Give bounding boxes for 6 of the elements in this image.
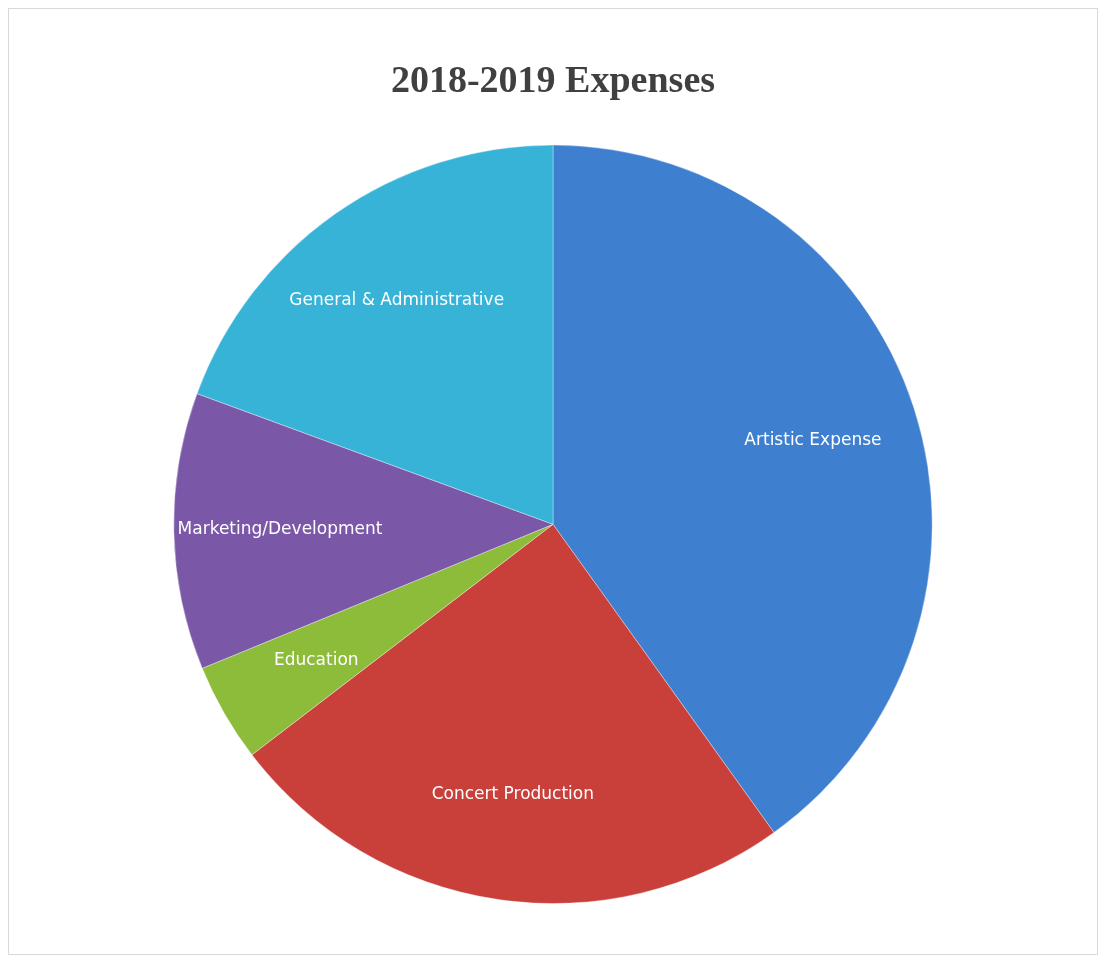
slice-label: Marketing/Development bbox=[177, 517, 383, 538]
slice-label: General & Administrative bbox=[289, 288, 505, 309]
chart-title: 2018-2019 Expenses bbox=[390, 57, 716, 100]
slice-label: Education bbox=[273, 648, 359, 669]
slice-label: Concert Production bbox=[431, 782, 595, 803]
slice-label: Artistic Expense bbox=[744, 429, 882, 450]
